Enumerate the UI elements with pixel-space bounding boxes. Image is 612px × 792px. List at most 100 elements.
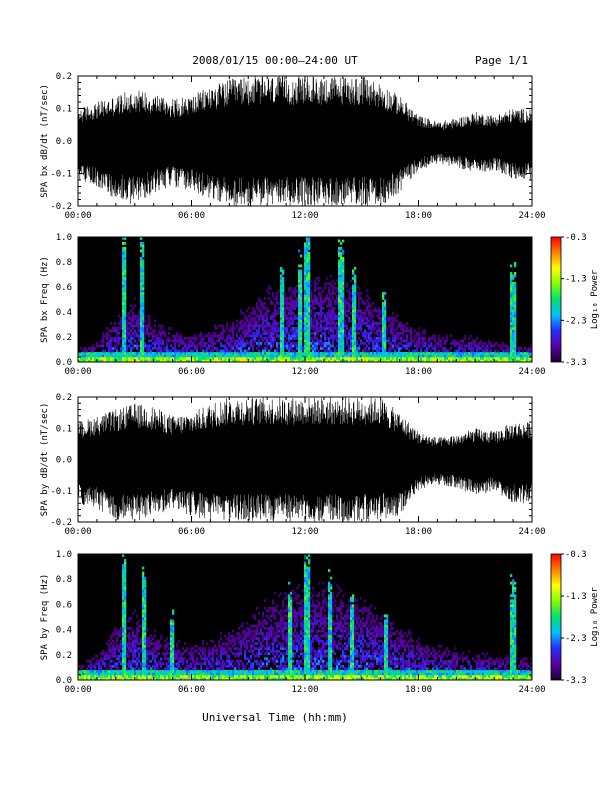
spectrogram-cell: [418, 327, 421, 330]
spectrogram-cell: [206, 664, 209, 668]
spectrogram-cell: [510, 302, 513, 305]
spectrogram-cell: [450, 354, 453, 358]
spectrogram-cell: [398, 344, 401, 348]
spectrogram-cell: [286, 319, 289, 323]
spectrogram-cell: [280, 304, 283, 308]
spectrogram-cell: [340, 312, 343, 315]
spectrogram-cell: [326, 277, 329, 280]
spectrogram-cell: [338, 344, 341, 348]
spectrogram-cell: [382, 354, 385, 358]
spectrogram-cell: [370, 337, 373, 340]
spectrogram-cell: [260, 354, 263, 358]
spectrogram-cell: [152, 329, 155, 333]
spectrogram-cell: [294, 302, 297, 305]
spectrogram-cell: [246, 324, 249, 328]
spectrogram-cell: [358, 359, 361, 363]
spectrogram-cell: [328, 347, 331, 350]
spectrogram-cell: [128, 332, 131, 335]
spectrogram-cell: [298, 317, 301, 320]
spectrogram-cell: [330, 302, 333, 305]
spectrogram-cell: [262, 614, 265, 618]
spectrogram-cell: [130, 617, 133, 620]
spectrogram-cell: [258, 667, 261, 671]
spectrogram-cell: [230, 329, 233, 333]
spectrogram-cell: [186, 347, 189, 350]
spectrogram-cell: [234, 674, 237, 678]
spectrogram-cell: [144, 672, 147, 676]
spectrogram-cell: [344, 322, 347, 325]
spectrogram-cell: [288, 297, 291, 300]
spectrogram-cell: [478, 342, 481, 345]
spectrogram-cell: [352, 287, 355, 290]
spectrogram-cell: [124, 257, 127, 260]
spectrogram-cell: [158, 354, 161, 358]
spectrogram-cell: [142, 639, 145, 643]
spectrogram-cell: [262, 324, 265, 328]
spectrogram-cell: [124, 586, 127, 590]
spectrogram-cell: [274, 327, 277, 330]
spectrogram-cell: [168, 352, 171, 355]
spectrogram-cell: [310, 299, 313, 303]
spectrogram-cell: [372, 322, 375, 325]
spectrogram-cell: [412, 349, 415, 353]
spectrogram-cell: [120, 354, 123, 358]
spectrogram-cell: [326, 359, 329, 363]
spectrogram-cell: [366, 324, 369, 328]
spectrogram-cell: [180, 669, 183, 673]
spectrogram-cell: [126, 667, 129, 671]
spectrogram-cell: [420, 357, 423, 360]
spectrogram-cell: [94, 672, 97, 676]
spectrogram-cell: [170, 354, 173, 358]
spectrogram-cell: [240, 672, 243, 676]
spectrogram-cell: [330, 344, 333, 348]
spectrogram-cell: [160, 334, 163, 338]
spectrogram-cell: [178, 349, 181, 353]
spectrogram-cell: [178, 334, 181, 338]
spectrogram-cell: [434, 339, 437, 343]
spectrogram-cell: [338, 342, 341, 345]
spectrogram-cell: [202, 649, 205, 653]
spectrogram-cell: [262, 672, 265, 676]
spectrogram-cell: [364, 332, 367, 335]
spectrogram-cell: [346, 324, 349, 328]
spectrogram-cell: [296, 342, 299, 345]
spectrogram-cell: [260, 304, 263, 308]
spectrogram-cell: [268, 309, 271, 313]
spectrogram-cell: [194, 352, 197, 355]
spectrogram-cell: [136, 664, 139, 668]
spectrogram-cell: [108, 354, 111, 358]
spectrogram-cell: [370, 329, 373, 333]
spectrogram-cell: [108, 349, 111, 353]
spectrogram-cell: [182, 657, 185, 661]
spectrogram-cell: [370, 304, 373, 308]
spectrogram-cell: [304, 257, 307, 260]
spectrogram-cell: [146, 627, 149, 630]
spectrogram-cell: [140, 339, 143, 343]
spectrogram-cell: [368, 302, 371, 305]
spectrogram-cell: [252, 672, 255, 676]
spectrogram-cell: [82, 357, 85, 360]
spectrogram-cell: [228, 659, 231, 663]
spectrogram-cell: [266, 312, 269, 315]
spectrogram-cell: [288, 334, 291, 338]
spectrogram-cell: [322, 327, 325, 330]
spectrogram-cell: [244, 667, 247, 671]
spectrogram-cell: [184, 349, 187, 353]
spectrogram-cell: [124, 304, 127, 308]
spectrogram-cell: [246, 644, 249, 648]
spectrogram-cell: [116, 664, 119, 668]
spectrogram-cell: [354, 329, 357, 333]
spectrogram-cell: [440, 359, 443, 363]
spectrogram-cell: [340, 322, 343, 325]
spectrogram-cell: [316, 354, 319, 358]
spectrogram-cell: [172, 354, 175, 358]
spectrogram-cell: [516, 352, 519, 355]
spectrogram-cell: [446, 337, 449, 340]
spectrogram-cell: [122, 586, 125, 590]
spectrogram-cell: [240, 634, 243, 638]
spectrogram-cell: [298, 297, 301, 300]
spectrogram-cell: [272, 319, 275, 323]
spectrogram-cell: [154, 642, 157, 646]
spectrogram-cell: [146, 642, 149, 646]
spectrogram-cell: [306, 304, 309, 308]
